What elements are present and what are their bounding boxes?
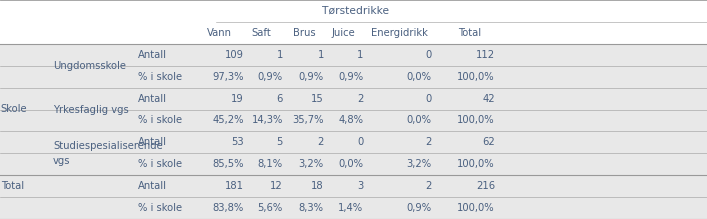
Text: 0: 0 <box>425 94 431 104</box>
Text: 85,5%: 85,5% <box>212 159 244 169</box>
Text: 100,0%: 100,0% <box>457 203 495 213</box>
Text: 83,8%: 83,8% <box>213 203 244 213</box>
Text: 53: 53 <box>231 137 244 147</box>
Text: Ungdomsskole: Ungdomsskole <box>53 61 126 71</box>
Text: Energidrikk: Energidrikk <box>371 28 428 38</box>
Text: 19: 19 <box>231 94 244 104</box>
Text: 15: 15 <box>311 94 324 104</box>
Text: 12: 12 <box>270 181 283 191</box>
Text: 100,0%: 100,0% <box>457 72 495 82</box>
Text: 0,9%: 0,9% <box>338 72 363 82</box>
Text: Antall: Antall <box>138 50 167 60</box>
Text: Brus: Brus <box>293 28 315 38</box>
Text: 45,2%: 45,2% <box>212 115 244 125</box>
Text: 216: 216 <box>476 181 495 191</box>
Text: % i skole: % i skole <box>138 72 182 82</box>
Text: Tørstedrikke: Tørstedrikke <box>322 6 389 16</box>
Text: Antall: Antall <box>138 181 167 191</box>
Text: 0,0%: 0,0% <box>339 159 363 169</box>
Text: 1: 1 <box>357 50 363 60</box>
Text: 14,3%: 14,3% <box>252 115 283 125</box>
Text: Total: Total <box>1 181 24 191</box>
Text: 1: 1 <box>317 50 324 60</box>
Text: 0,0%: 0,0% <box>407 72 431 82</box>
Text: 2: 2 <box>317 137 324 147</box>
Text: 5,6%: 5,6% <box>257 203 283 213</box>
Text: 35,7%: 35,7% <box>292 115 324 125</box>
Text: 112: 112 <box>476 50 495 60</box>
Text: 8,1%: 8,1% <box>257 159 283 169</box>
Text: % i skole: % i skole <box>138 203 182 213</box>
Text: 42: 42 <box>482 94 495 104</box>
Text: 2: 2 <box>425 181 431 191</box>
Text: 0,0%: 0,0% <box>407 115 431 125</box>
Text: Saft: Saft <box>252 28 271 38</box>
Text: 6: 6 <box>276 94 283 104</box>
Text: 1,4%: 1,4% <box>338 203 363 213</box>
Text: 8,3%: 8,3% <box>299 203 324 213</box>
Text: 0,9%: 0,9% <box>298 72 324 82</box>
Text: 0: 0 <box>425 50 431 60</box>
Text: % i skole: % i skole <box>138 115 182 125</box>
Text: vgs: vgs <box>53 156 71 166</box>
Text: Antall: Antall <box>138 137 167 147</box>
Text: Juice: Juice <box>331 28 355 38</box>
Text: Yrkesfaglig vgs: Yrkesfaglig vgs <box>53 104 129 115</box>
Text: 3,2%: 3,2% <box>298 159 324 169</box>
Text: 100,0%: 100,0% <box>457 159 495 169</box>
Text: 2: 2 <box>357 94 363 104</box>
Text: 181: 181 <box>225 181 244 191</box>
Text: 4,8%: 4,8% <box>339 115 363 125</box>
Text: Antall: Antall <box>138 94 167 104</box>
Bar <box>0 44 707 219</box>
Text: 0,9%: 0,9% <box>257 72 283 82</box>
Text: 0: 0 <box>357 137 363 147</box>
Text: % i skole: % i skole <box>138 159 182 169</box>
Text: Total: Total <box>459 28 481 38</box>
Text: 18: 18 <box>311 181 324 191</box>
Text: 109: 109 <box>225 50 244 60</box>
Text: Skole: Skole <box>1 104 28 115</box>
Text: Studiespesialiserende: Studiespesialiserende <box>53 141 163 151</box>
Text: 0,9%: 0,9% <box>406 203 431 213</box>
Text: 100,0%: 100,0% <box>457 115 495 125</box>
Text: 3,2%: 3,2% <box>406 159 431 169</box>
Text: 3: 3 <box>357 181 363 191</box>
Text: 97,3%: 97,3% <box>212 72 244 82</box>
Text: 2: 2 <box>425 137 431 147</box>
Text: 5: 5 <box>276 137 283 147</box>
Text: 62: 62 <box>482 137 495 147</box>
Text: 1: 1 <box>276 50 283 60</box>
Text: Vann: Vann <box>206 28 232 38</box>
